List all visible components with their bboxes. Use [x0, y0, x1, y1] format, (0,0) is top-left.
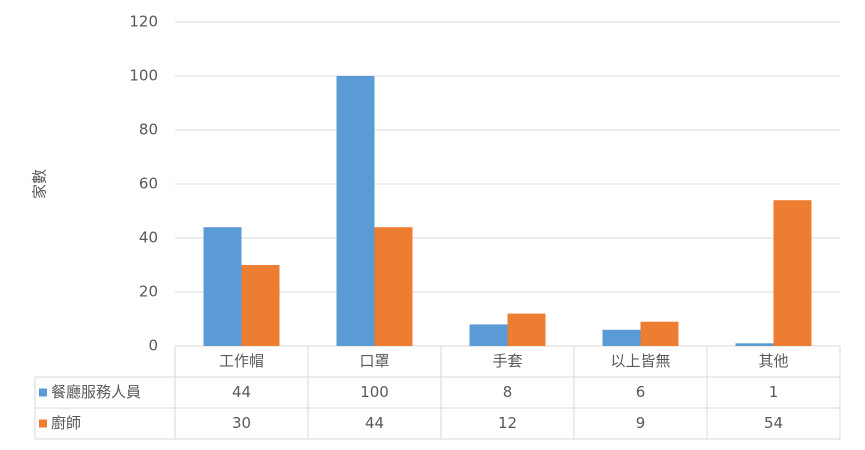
- table-value: 9: [636, 414, 646, 432]
- y-tick-label: 20: [139, 283, 158, 301]
- y-tick-label: 60: [139, 175, 158, 193]
- bar: [203, 227, 242, 346]
- bar: [336, 76, 375, 346]
- y-tick-label: 80: [139, 121, 158, 139]
- bar: [602, 329, 641, 346]
- table-value: 6: [636, 383, 646, 401]
- y-axis-title: 家數: [31, 169, 49, 199]
- table-value: 54: [764, 414, 783, 432]
- bar: [773, 200, 812, 346]
- x-tick-label: 其他: [758, 352, 788, 370]
- table-value: 12: [498, 414, 517, 432]
- table-value: 8: [503, 383, 513, 401]
- x-tick-label: 工作帽: [219, 352, 264, 370]
- bar: [735, 343, 774, 346]
- x-tick-label: 以上皆無: [610, 352, 670, 370]
- bar: [640, 321, 679, 346]
- y-tick-label: 120: [129, 13, 158, 31]
- bar: [507, 313, 546, 346]
- y-tick-label: 40: [139, 229, 158, 247]
- table-value: 1: [769, 383, 779, 401]
- bar: [469, 324, 508, 346]
- legend-label: 廚師: [51, 414, 81, 432]
- table-value: 30: [232, 414, 251, 432]
- legend-swatch: [39, 388, 47, 397]
- x-tick-label: 口罩: [359, 352, 389, 370]
- y-tick-label: 100: [129, 67, 158, 85]
- bar: [241, 265, 280, 346]
- table-value: 100: [360, 383, 389, 401]
- bar: [374, 227, 413, 346]
- x-tick-label: 手套: [492, 352, 522, 370]
- table-value: 44: [232, 383, 251, 401]
- y-tick-label: 0: [148, 337, 158, 355]
- table-value: 44: [365, 414, 384, 432]
- legend-label: 餐廳服務人員: [51, 383, 141, 401]
- legend-swatch: [39, 419, 47, 428]
